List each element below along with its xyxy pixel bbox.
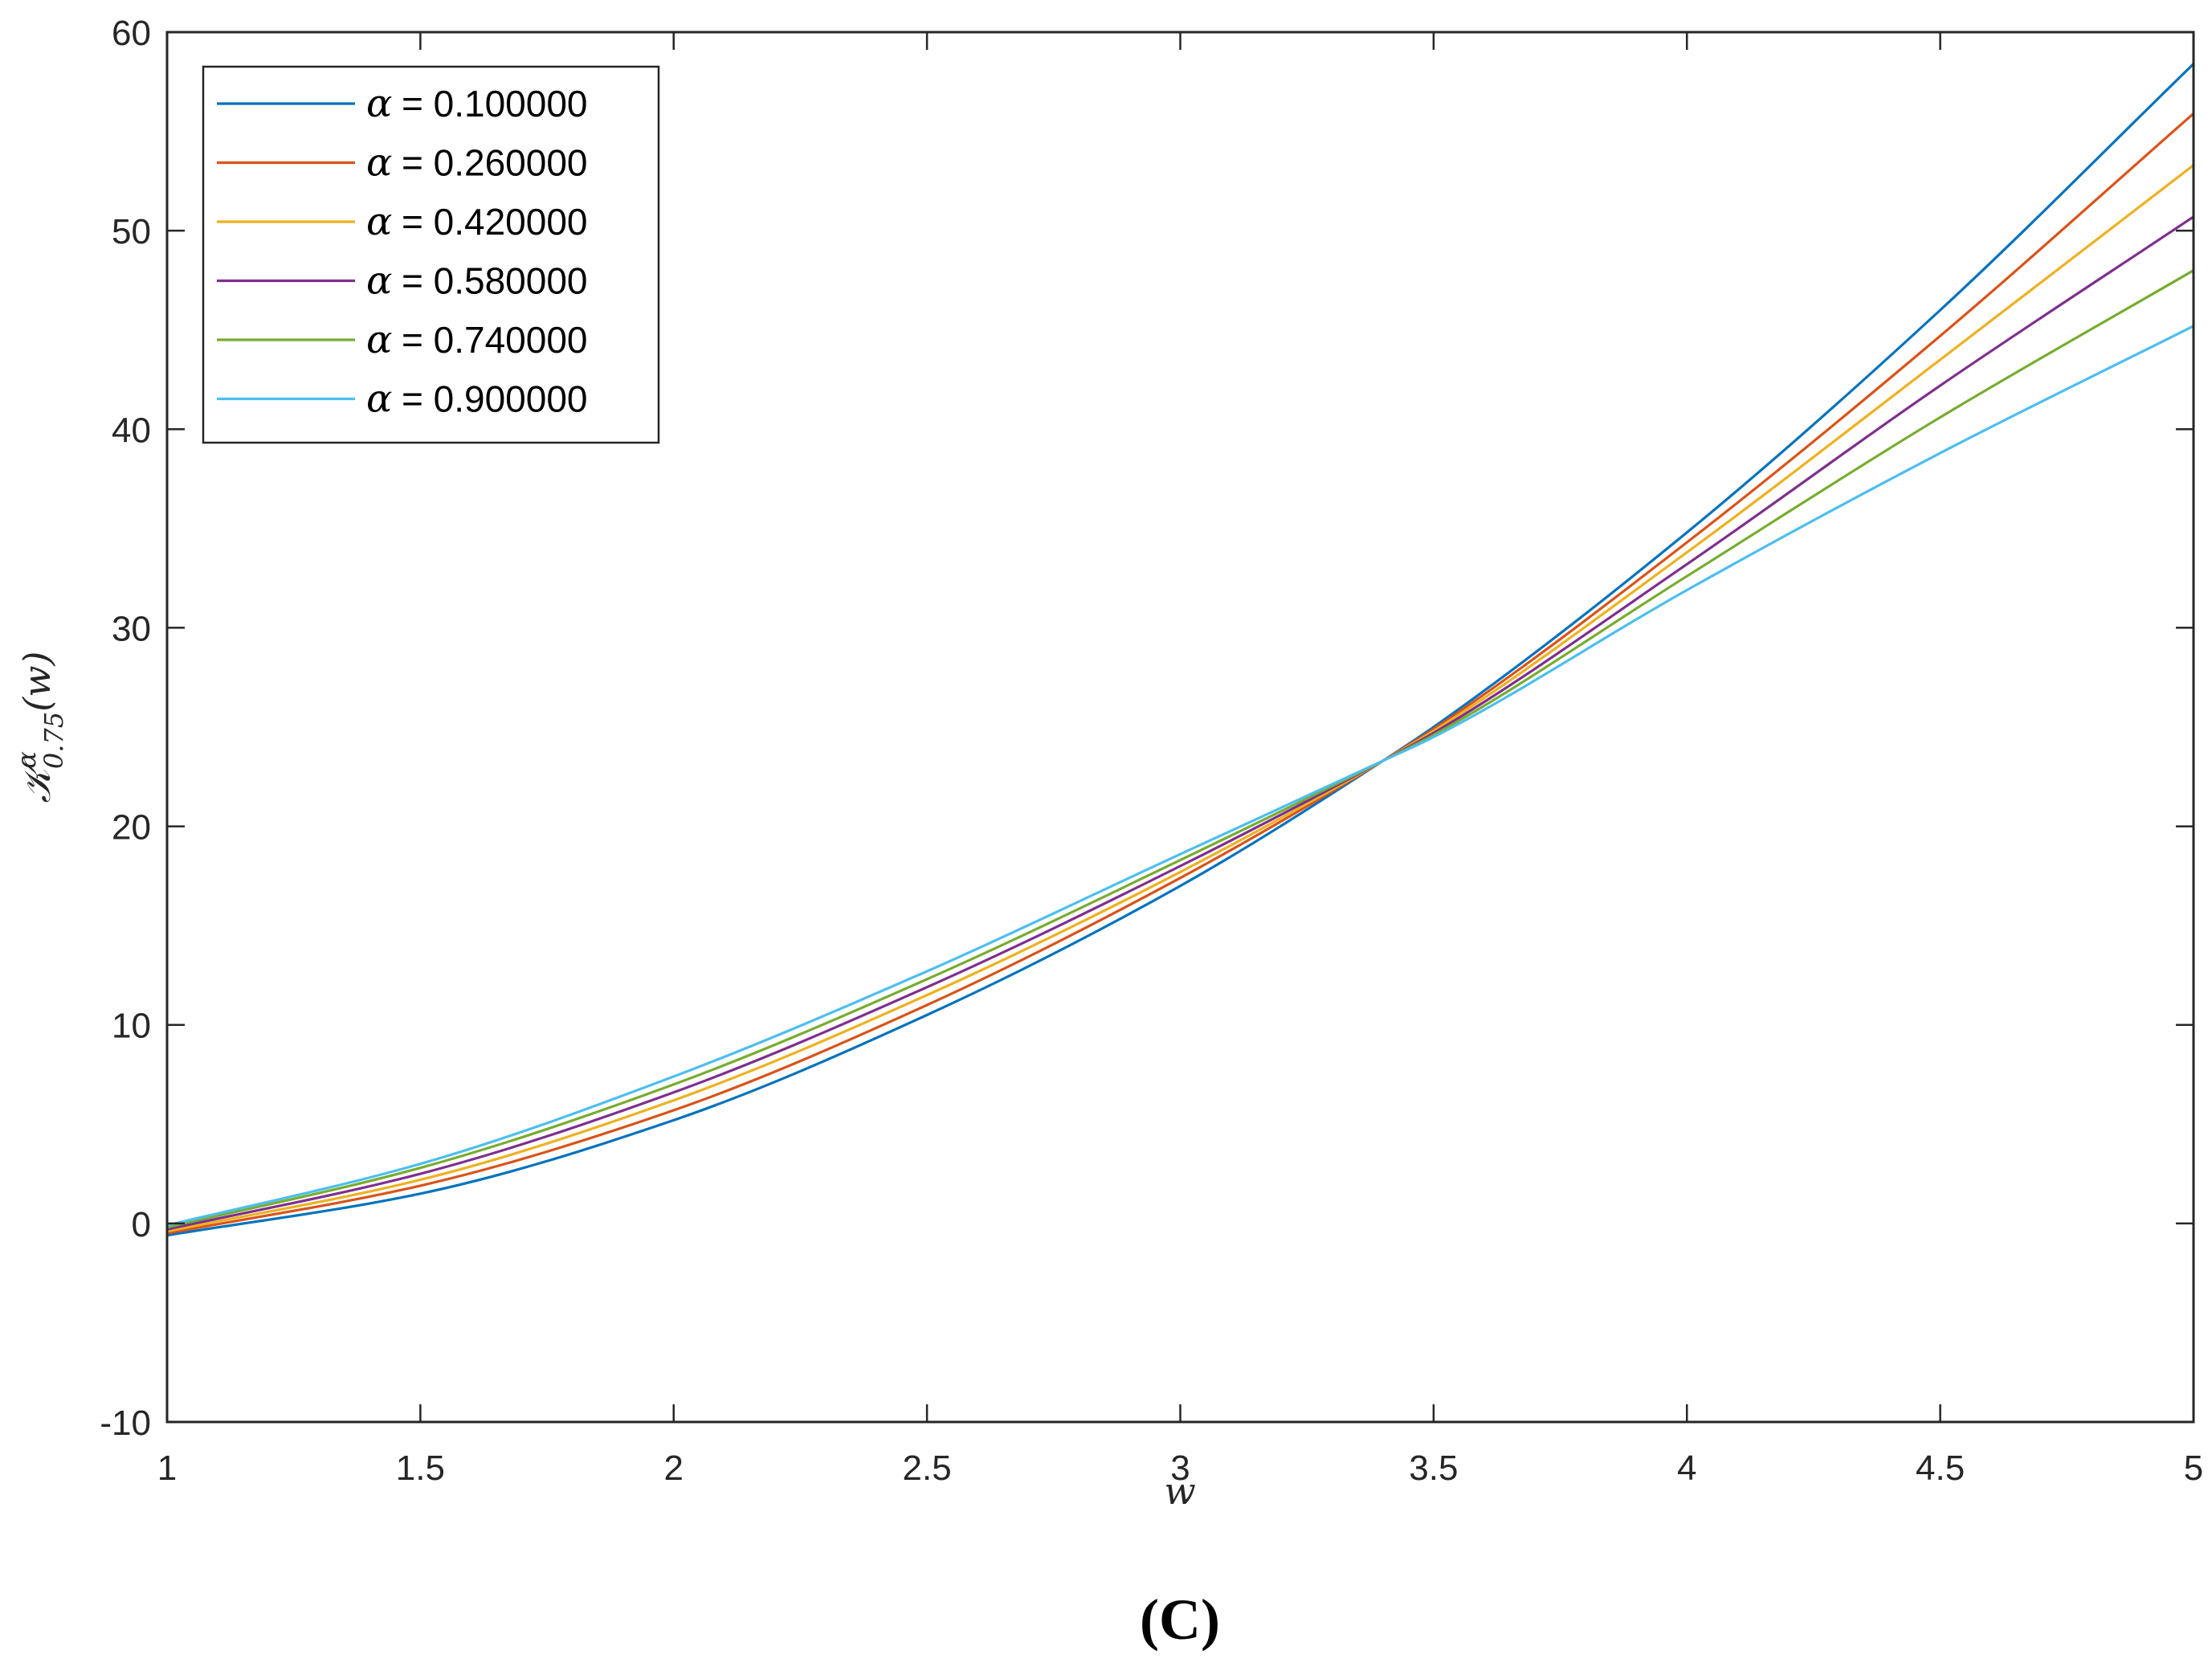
x-tick-label: 2.5 [903,1448,952,1488]
legend-label: = 0.900000 [402,378,588,420]
y-label-sup: α [11,751,42,769]
x-tick-label: 1 [157,1448,177,1488]
legend-label: = 0.740000 [402,319,588,361]
x-tick-label: 1.5 [396,1448,445,1488]
y-tick-label: 60 [112,14,151,53]
legend-label: = 0.580000 [402,260,588,302]
legend-symbol: α [366,259,392,304]
legend-label: = 0.260000 [402,142,588,184]
series-line-2 [166,112,2195,1235]
y-tick-label: 10 [112,1007,151,1046]
x-tick-label: 3.5 [1409,1448,1458,1488]
series-line-4 [166,215,2194,1231]
figure-caption: (C) [1140,1587,1220,1652]
series-line-1 [166,63,2195,1237]
series-line-6 [166,325,2194,1227]
y-tick-label: -10 [100,1403,151,1443]
series-line-5 [166,269,2194,1229]
y-label-sub: 0.75 [39,712,69,769]
legend-symbol: α [366,81,392,126]
legend-label: = 0.420000 [402,201,588,243]
legend-symbol: α [366,317,392,362]
y-tick-label: 50 [112,212,151,251]
x-tick-label: 4 [1677,1448,1696,1488]
x-axis-label: w [1164,1469,1195,1513]
y-axis: -10 0 10 20 30 40 50 60 [100,14,2194,1443]
y-tick-label: 40 [112,411,151,450]
y-axis-label: 𝒦α0.75(w) [11,652,69,803]
x-tick-label: 2 [664,1448,684,1488]
legend-label: = 0.100000 [402,83,588,125]
series-line-3 [166,164,2194,1233]
legend-symbol: α [366,377,392,422]
y-tick-label: 0 [132,1205,151,1244]
y-tick-label: 30 [112,609,151,648]
legend-box [202,65,660,444]
x-tick-label: 5 [2184,1448,2203,1488]
y-tick-label: 20 [112,808,151,848]
x-tick-label: 4.5 [1916,1448,1965,1488]
y-label-arg: (w) [15,652,59,712]
y-axis-label-text: 𝒦α0.75(w) [11,652,69,803]
x-tick-label: 3 [1170,1448,1190,1488]
x-axis: 1 1.5 2 2.5 3 3.5 4 4.5 5 [157,32,2203,1488]
legend-symbol: α [366,199,392,244]
series-layer [166,63,2195,1237]
legend-symbol: α [366,141,392,186]
